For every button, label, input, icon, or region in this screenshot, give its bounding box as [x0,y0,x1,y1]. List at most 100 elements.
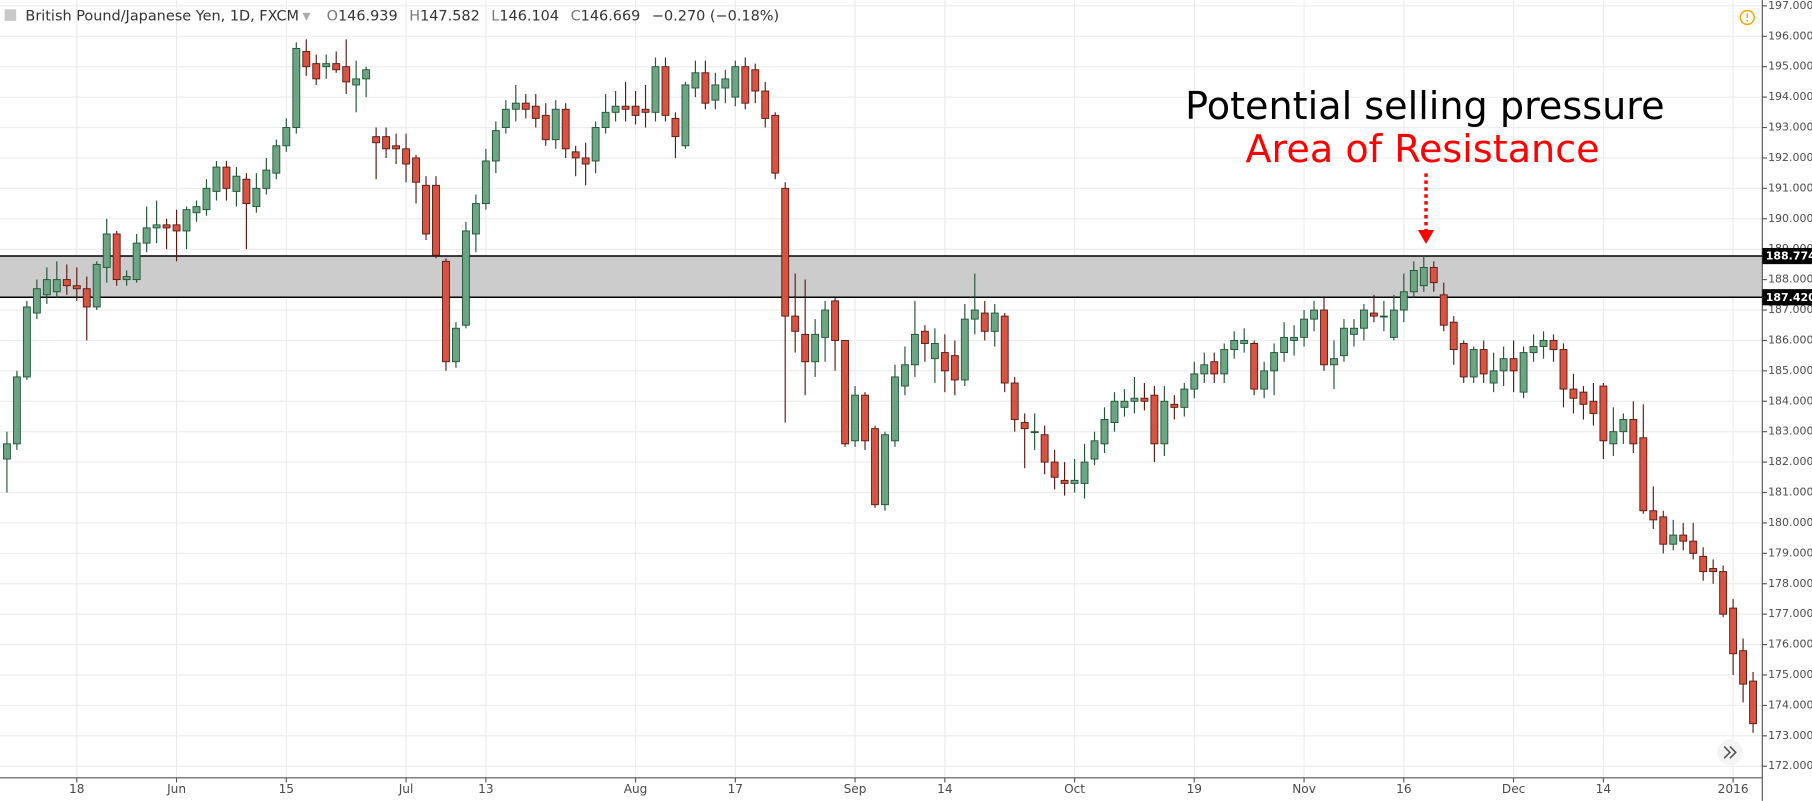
candle-body [891,376,899,442]
candle-body [751,69,760,92]
x-tick-label: Jul [398,782,414,796]
y-tick-label: 176.000 [1768,638,1812,651]
candle-body [1659,516,1668,545]
scroll-button[interactable] [1717,739,1743,766]
y-tick-label: 182.000 [1768,455,1812,468]
candle-body [1210,361,1219,375]
candle-body [1180,388,1189,408]
y-tick-label: 179.000 [1768,546,1812,559]
zone-label: 188.774 [1766,250,1812,263]
candle-body [1100,419,1109,445]
y-tick-label: 192.000 [1768,151,1812,164]
candle-body [262,169,271,189]
candle-body [332,63,341,71]
candle-body [1599,385,1608,442]
candle-body [1130,397,1139,402]
candle-body [1090,440,1099,460]
candle-body [651,66,660,113]
candle-body [1469,349,1478,378]
candle-body [960,318,969,381]
candle-body [1160,400,1169,445]
candle-body [501,108,510,128]
y-tick-label: 183.000 [1768,425,1812,438]
candle-body [1419,266,1428,287]
candle-body [1539,339,1548,347]
candle-body [432,184,440,256]
candle-body [781,187,790,317]
candle-body [1230,339,1239,351]
candle-body [1060,479,1069,484]
candle-body [721,78,730,89]
candle-body [571,151,580,159]
ohlc-key: C [571,8,581,24]
candle-body [242,178,251,205]
candle-body [521,102,530,110]
candle-body [282,127,291,147]
candle-body [990,312,999,332]
candle-body [1699,555,1708,573]
candle-body [691,72,700,89]
scroll-button-icon [1723,746,1737,759]
candle-body [1290,336,1299,341]
chart-title[interactable]: British Pound/Japanese Yen, 1D, FXCM [25,8,299,24]
candle-body [412,157,420,183]
candle-body [1379,315,1388,318]
candle-body [202,187,211,211]
candle-body [1190,373,1199,390]
candle-body [1519,352,1528,393]
candle-body [402,148,410,165]
candle-body [1240,339,1249,344]
candle-body [841,339,850,445]
candle-body [821,309,830,338]
candle-body [1389,309,1398,338]
candle-body [1280,336,1289,354]
candle-body [910,333,919,366]
candle-body [980,312,989,332]
candle-body [1150,394,1159,445]
y-tick-label: 172.000 [1768,759,1812,772]
x-tick-label: 13 [478,782,493,796]
zone-band [0,256,1763,298]
candle-body [172,224,181,232]
axes: 172.000 173.000 174.000 175.000 176.000 177.0… [69,0,1812,796]
candle-body [920,330,929,344]
x-tick-label: 2016 [1718,782,1749,796]
alert-icon[interactable] [1739,9,1755,26]
candle-body [142,227,151,244]
candle-body [352,78,361,86]
ohlc-key: L [491,8,499,24]
candle-body [232,175,241,192]
x-tick-label: Aug [624,782,648,796]
candle-body [1739,650,1748,685]
candle-body [1000,315,1009,384]
candle-body [1619,419,1628,433]
candle-body [12,376,21,445]
y-tick-label: 185.000 [1768,364,1812,377]
candle-body [322,63,331,68]
candle-body [950,355,959,381]
candle-body [601,111,610,128]
candle-body [1260,370,1269,390]
candle-body [1310,309,1318,320]
candle-body [871,428,879,506]
candle-body [192,206,201,214]
candle-body [611,105,620,113]
y-tick-label: 193.000 [1768,121,1812,134]
candle-body [621,105,630,110]
candle-body [222,166,231,189]
ohlc-key: H [409,8,420,24]
candle-body [791,315,800,332]
annotation: Potential selling pressure [1185,84,1664,128]
candle-body [661,66,670,116]
candle-body [392,145,401,150]
candle-body [901,364,909,387]
alert-icon-dot [1746,19,1749,22]
candle-body [102,233,111,268]
candle-body [861,394,869,442]
candle-body [1509,358,1518,372]
candle-body [1609,431,1618,445]
candle-body [342,66,351,83]
x-tick-label: Jun [166,782,186,796]
candle-body [72,285,81,290]
dropdown-arrow[interactable]: ▼ [302,10,310,22]
